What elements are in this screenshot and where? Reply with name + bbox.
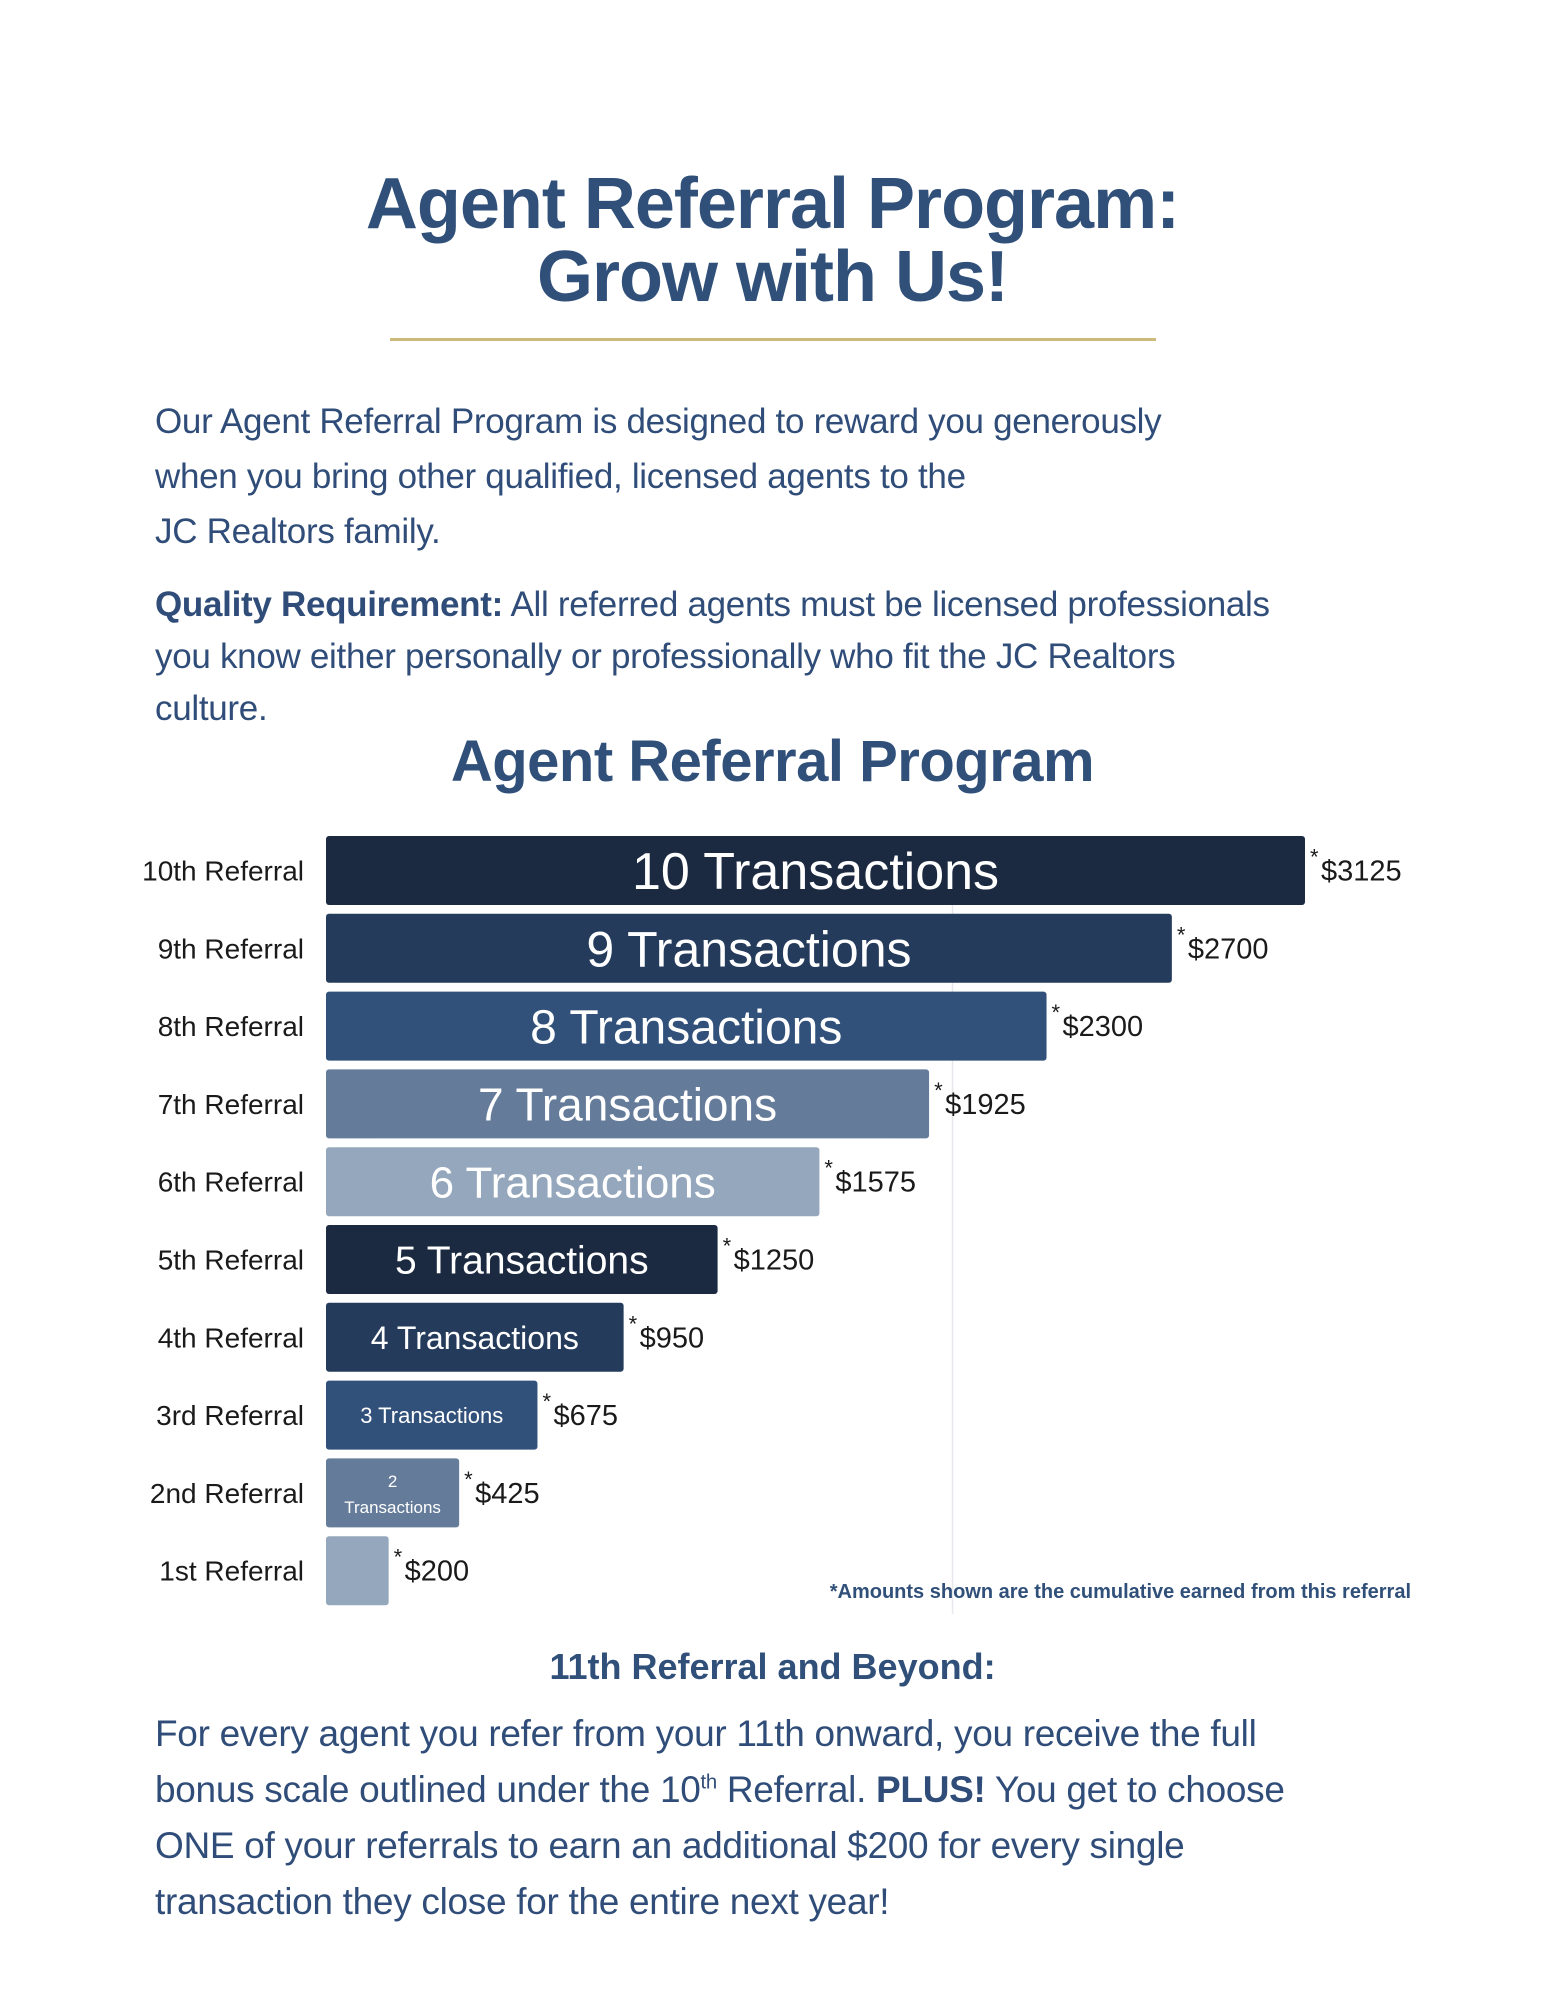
value-asterisk: *	[934, 1078, 943, 1103]
beyond-line: transaction they close for the entire ne…	[155, 1881, 890, 1922]
beyond-heading: 11th Referral and Beyond:	[549, 1646, 996, 1687]
value-label: $3125	[1321, 856, 1402, 888]
intro-line: JC Realtors family.	[155, 512, 441, 551]
value-label: $1575	[835, 1167, 916, 1199]
superscript: th	[700, 1771, 718, 1794]
chart-footnote: *Amounts shown are the cumulative earned…	[830, 1581, 1411, 1603]
bar-label: 7 Transactions	[478, 1078, 777, 1130]
value-label: $2700	[1188, 933, 1269, 965]
category-label: 2nd Referral	[150, 1478, 304, 1509]
bar-label: 3 Transactions	[360, 1403, 503, 1428]
value-asterisk: *	[1177, 922, 1186, 947]
category-label: 8th Referral	[158, 1011, 304, 1042]
category-label: 1st Referral	[159, 1556, 304, 1587]
page-subtitle: Grow with Us!	[537, 237, 1009, 317]
bar-label: 8 Transactions	[530, 1001, 842, 1054]
bar-label: 9 Transactions	[586, 921, 911, 977]
category-label: 10th Referral	[142, 856, 304, 887]
quality-line: you know either personally or profession…	[155, 637, 1176, 676]
quality-line: culture.	[155, 689, 268, 728]
bar	[326, 1069, 930, 1139]
bar-label: Transactions	[344, 1498, 441, 1517]
value-label: $950	[640, 1322, 705, 1354]
value-label: $2300	[1063, 1011, 1144, 1043]
value-asterisk: *	[1310, 845, 1319, 870]
beyond-text: bonus scale outlined under the 10	[155, 1769, 701, 1810]
page-title: Agent Referral Program:	[365, 164, 1180, 244]
value-asterisk: *	[629, 1311, 638, 1336]
bar-label: 4 Transactions	[371, 1320, 579, 1356]
category-label: 9th Referral	[158, 933, 304, 964]
value-asterisk: *	[824, 1156, 833, 1181]
intro-paragraph: Our Agent Referral Program is designed t…	[155, 394, 1162, 559]
bar	[326, 1147, 820, 1217]
bar	[326, 836, 1305, 905]
chart-title: Agent Referral Program	[450, 729, 1095, 794]
bar	[326, 913, 1172, 983]
intro-line: when you bring other qualified, licensed…	[155, 457, 966, 496]
category-label: 7th Referral	[158, 1089, 304, 1120]
beyond-line: ONE of your referrals to earn an additio…	[155, 1825, 1185, 1866]
category-label: 3rd Referral	[156, 1400, 304, 1431]
plus-emphasis: PLUS!	[876, 1769, 986, 1810]
beyond-paragraph: For every agent you refer from your 11th…	[155, 1706, 1285, 1930]
bar-label: 6 Transactions	[430, 1159, 716, 1208]
bar	[326, 1536, 389, 1606]
category-label: 4th Referral	[158, 1322, 304, 1353]
quality-label: Quality Requirement:	[155, 585, 503, 624]
category-label: 5th Referral	[158, 1245, 304, 1276]
value-label: $1925	[945, 1089, 1026, 1121]
beyond-text: Referral.	[716, 1769, 877, 1810]
value-asterisk: *	[1052, 1000, 1061, 1025]
quality-text: All referred agents must be licensed pro…	[502, 585, 1270, 624]
category-label: 6th Referral	[158, 1167, 304, 1198]
bar	[326, 1380, 538, 1450]
title-divider	[390, 338, 1156, 341]
value-asterisk: *	[464, 1467, 473, 1492]
value-label: $425	[475, 1478, 540, 1510]
bar	[326, 991, 1047, 1061]
value-label: $200	[405, 1556, 470, 1588]
value-asterisk: *	[542, 1389, 551, 1414]
bar	[326, 1225, 718, 1294]
bar-label: 10 Transactions	[632, 843, 999, 901]
value-label: $1250	[734, 1245, 815, 1277]
value-asterisk: *	[394, 1545, 403, 1570]
value-asterisk: *	[723, 1234, 732, 1259]
bar	[326, 1458, 460, 1528]
bar	[326, 1302, 624, 1372]
beyond-text: You get to choose	[985, 1769, 1285, 1810]
bar-label: 5 Transactions	[395, 1240, 649, 1283]
bar-label: 2	[388, 1472, 397, 1491]
intro-line: Our Agent Referral Program is designed t…	[155, 402, 1162, 441]
beyond-line: For every agent you refer from your 11th…	[155, 1713, 1257, 1754]
quality-paragraph: Quality Requirement: All referred agents…	[155, 579, 1270, 735]
value-label: $675	[553, 1400, 618, 1432]
